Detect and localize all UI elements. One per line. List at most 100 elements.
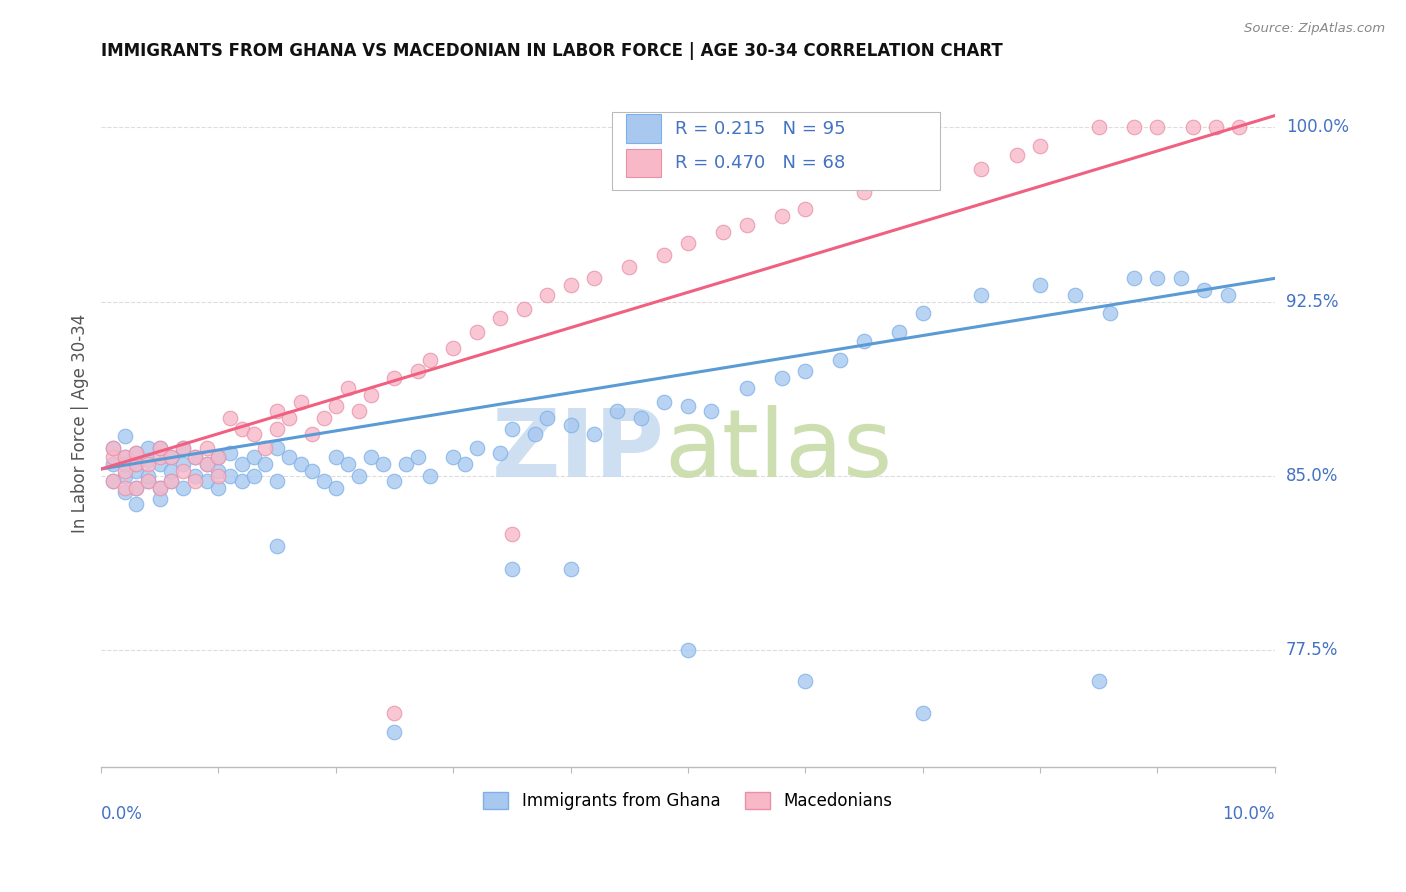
- Point: [489, 446, 512, 460]
- Text: R = 0.215   N = 95: R = 0.215 N = 95: [675, 120, 845, 137]
- Point: [560, 562, 582, 576]
- Point: [1099, 306, 1122, 320]
- Point: [336, 458, 359, 472]
- Point: [207, 450, 229, 465]
- Point: [219, 446, 242, 460]
- Point: [336, 381, 359, 395]
- Point: [207, 464, 229, 478]
- Point: [149, 441, 172, 455]
- Point: [242, 469, 264, 483]
- Y-axis label: In Labor Force | Age 30-34: In Labor Force | Age 30-34: [72, 314, 89, 533]
- Point: [325, 450, 347, 465]
- Point: [384, 371, 406, 385]
- Point: [970, 162, 993, 177]
- Point: [501, 527, 523, 541]
- Point: [254, 441, 277, 455]
- Point: [277, 410, 299, 425]
- Point: [560, 278, 582, 293]
- FancyBboxPatch shape: [626, 149, 661, 178]
- Point: [160, 464, 183, 478]
- Point: [1029, 139, 1052, 153]
- Point: [136, 452, 159, 467]
- Point: [101, 450, 124, 465]
- Point: [136, 474, 159, 488]
- Point: [231, 474, 253, 488]
- Text: 85.0%: 85.0%: [1286, 467, 1339, 485]
- Point: [195, 458, 218, 472]
- Point: [770, 209, 793, 223]
- Point: [114, 464, 136, 478]
- Point: [676, 236, 699, 251]
- Point: [114, 458, 136, 472]
- Point: [1122, 120, 1144, 135]
- Point: [619, 260, 641, 274]
- Point: [242, 450, 264, 465]
- Point: [125, 458, 148, 472]
- Point: [606, 404, 628, 418]
- Point: [207, 469, 229, 483]
- Point: [406, 364, 429, 378]
- Point: [125, 446, 148, 460]
- Point: [231, 458, 253, 472]
- Point: [149, 481, 172, 495]
- Point: [184, 469, 207, 483]
- Text: 0.0%: 0.0%: [101, 805, 143, 823]
- Point: [172, 458, 194, 472]
- Point: [242, 427, 264, 442]
- Point: [794, 673, 817, 688]
- FancyBboxPatch shape: [626, 114, 661, 144]
- Point: [254, 458, 277, 472]
- Point: [312, 410, 335, 425]
- Point: [160, 450, 183, 465]
- Point: [1170, 271, 1192, 285]
- Point: [149, 481, 172, 495]
- Point: [172, 481, 194, 495]
- Point: [136, 474, 159, 488]
- Point: [101, 474, 124, 488]
- Point: [441, 450, 464, 465]
- Point: [465, 325, 488, 339]
- Point: [125, 464, 148, 478]
- Point: [266, 474, 288, 488]
- Point: [172, 441, 194, 455]
- Point: [290, 394, 312, 409]
- Legend: Immigrants from Ghana, Macedonians: Immigrants from Ghana, Macedonians: [477, 785, 900, 816]
- Point: [125, 481, 148, 495]
- Point: [711, 225, 734, 239]
- Point: [349, 469, 371, 483]
- Point: [349, 404, 371, 418]
- Point: [231, 422, 253, 436]
- Point: [1194, 283, 1216, 297]
- Point: [465, 441, 488, 455]
- Text: 10.0%: 10.0%: [1222, 805, 1275, 823]
- Point: [1205, 120, 1227, 135]
- Point: [101, 458, 124, 472]
- Point: [676, 643, 699, 657]
- Point: [512, 301, 534, 316]
- Text: ZIP: ZIP: [492, 405, 665, 497]
- Point: [560, 417, 582, 432]
- Point: [184, 474, 207, 488]
- Point: [114, 481, 136, 495]
- Point: [136, 441, 159, 455]
- Point: [700, 404, 723, 418]
- Point: [114, 450, 136, 465]
- Point: [419, 469, 441, 483]
- Point: [735, 218, 758, 232]
- Point: [501, 562, 523, 576]
- Point: [406, 450, 429, 465]
- Point: [325, 399, 347, 413]
- Point: [114, 450, 136, 465]
- Point: [1122, 271, 1144, 285]
- Point: [172, 464, 194, 478]
- Point: [911, 171, 934, 186]
- Point: [536, 410, 558, 425]
- Point: [770, 371, 793, 385]
- Point: [266, 441, 288, 455]
- Point: [794, 364, 817, 378]
- Point: [1216, 287, 1239, 301]
- Point: [889, 325, 911, 339]
- Point: [312, 474, 335, 488]
- Point: [676, 399, 699, 413]
- Point: [360, 387, 382, 401]
